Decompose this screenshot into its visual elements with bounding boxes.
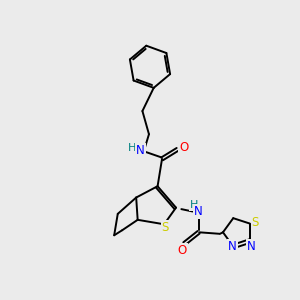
- Text: S: S: [162, 221, 169, 234]
- Text: S: S: [251, 216, 259, 229]
- Text: H: H: [128, 143, 136, 153]
- Text: H: H: [190, 200, 198, 210]
- Text: N: N: [136, 144, 145, 157]
- Text: O: O: [179, 141, 189, 154]
- Text: O: O: [177, 244, 187, 256]
- Text: N: N: [247, 240, 256, 253]
- Text: N: N: [228, 240, 237, 253]
- Text: N: N: [194, 205, 203, 218]
